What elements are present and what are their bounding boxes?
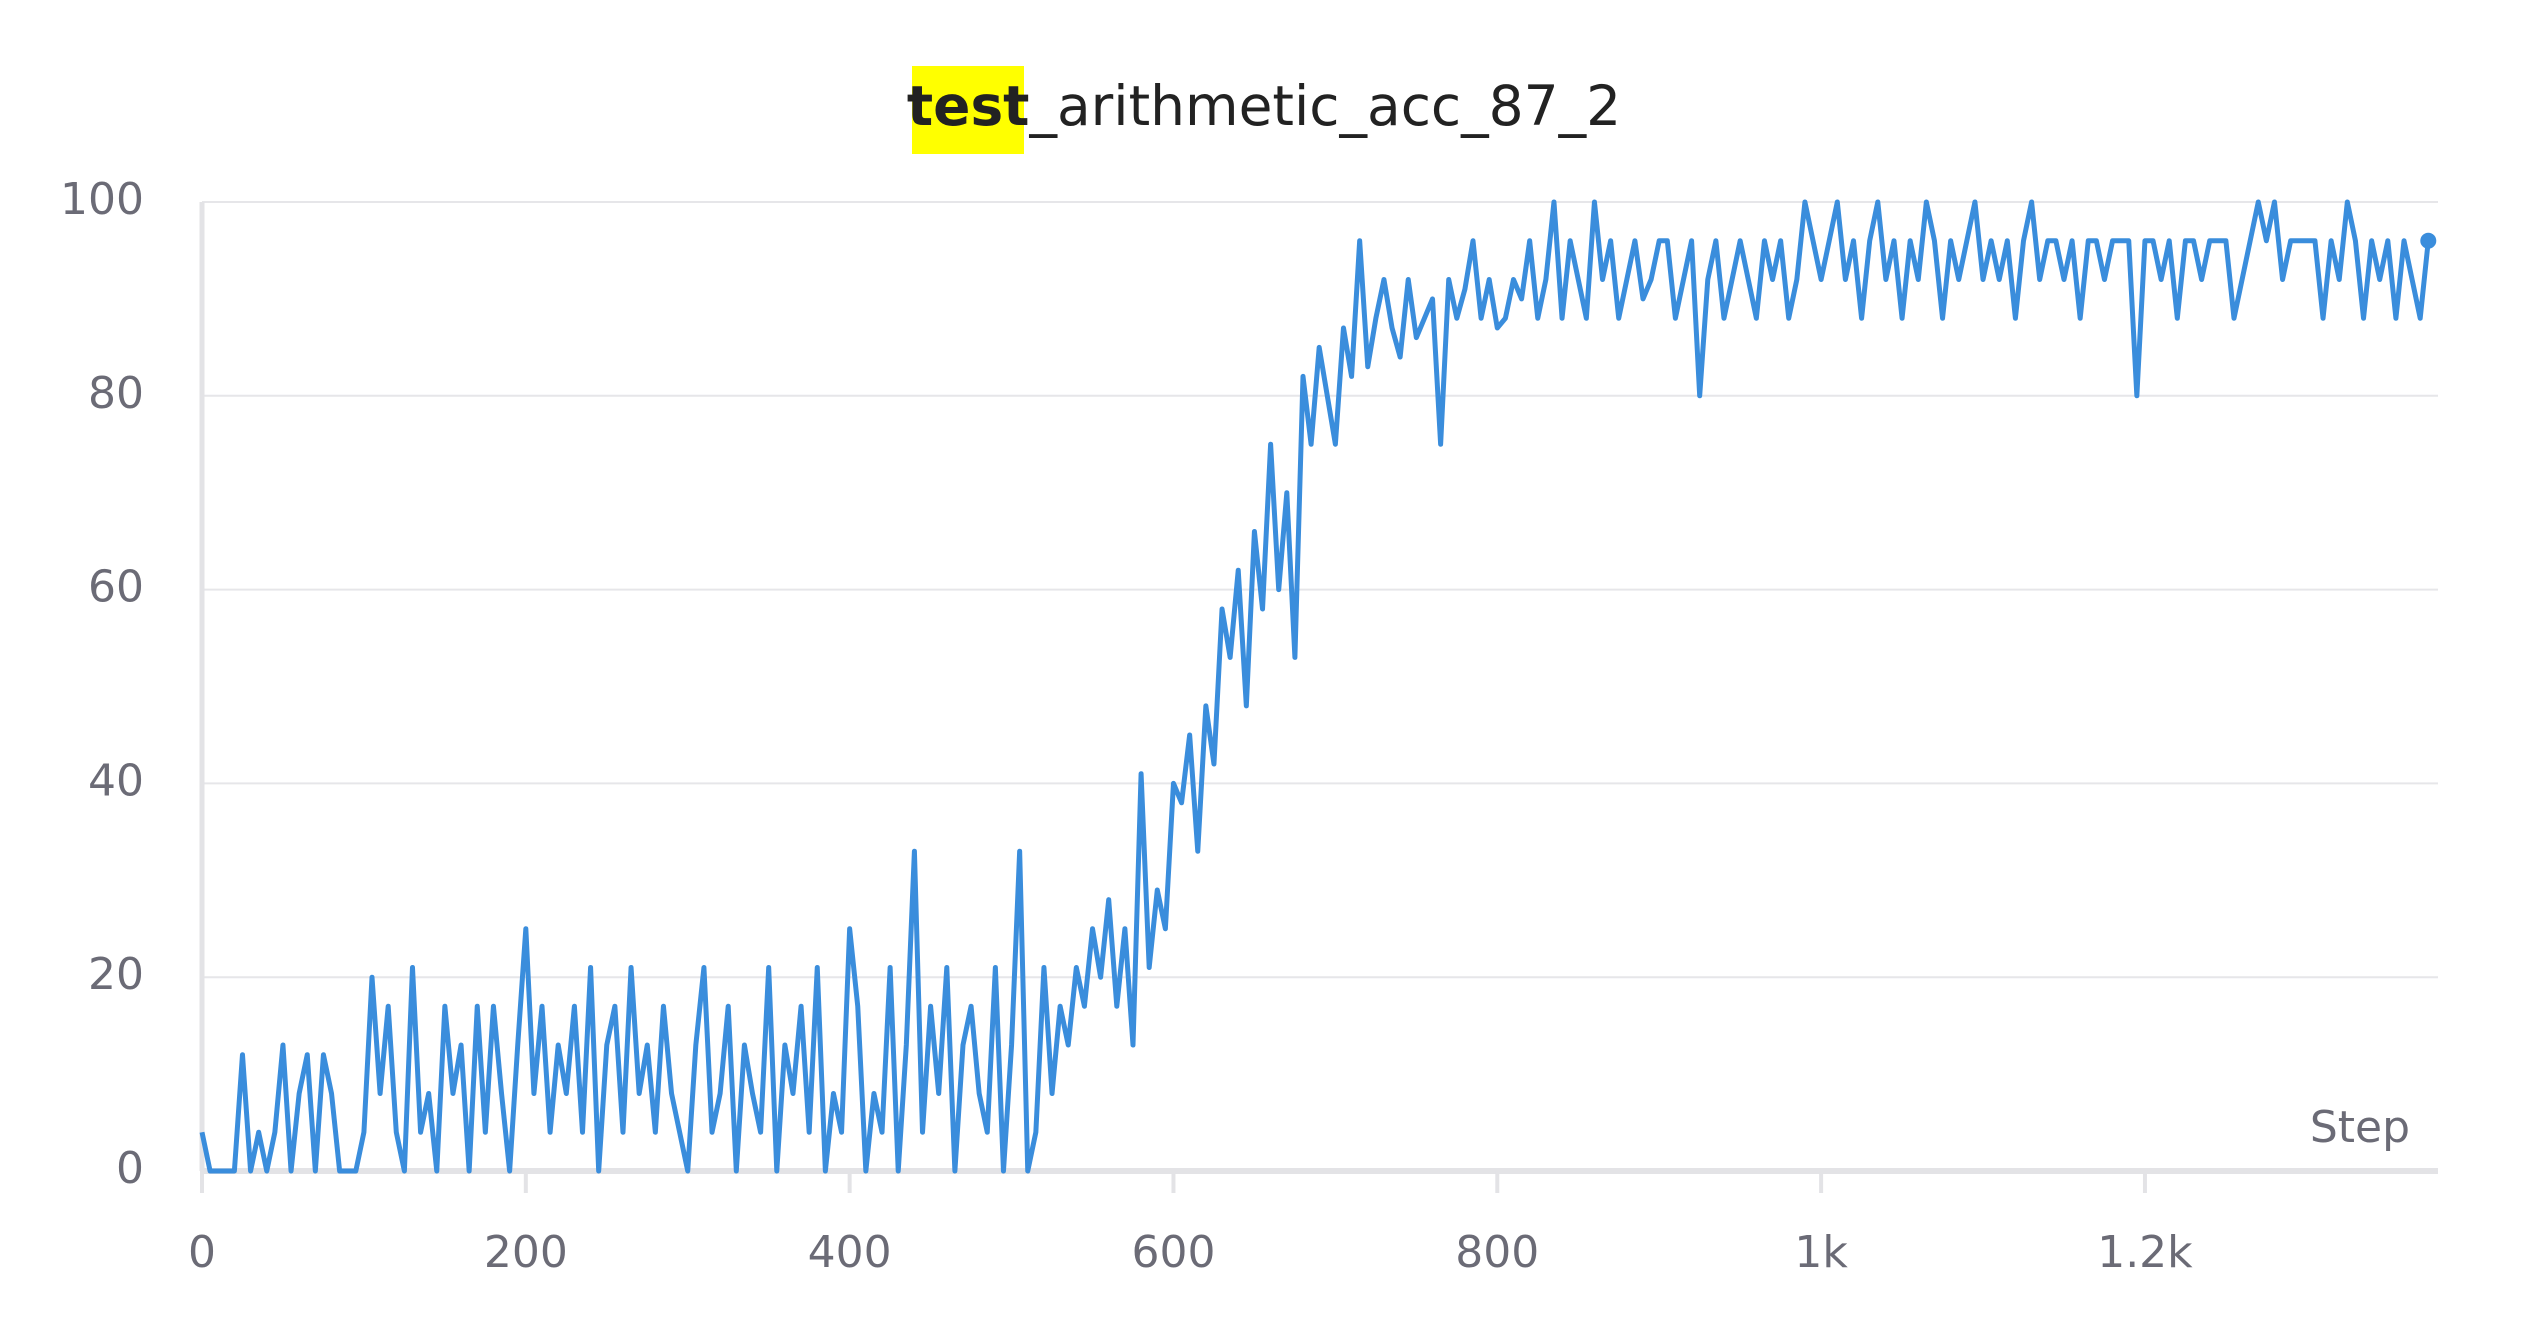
x-tick-label: 200	[484, 1227, 568, 1278]
x-tick-label: 1k	[1794, 1227, 1848, 1278]
y-tick-label: 80	[88, 368, 144, 419]
x-tick-label: 800	[1455, 1227, 1539, 1278]
end-point	[2420, 232, 2437, 249]
chart-title: test_arithmetic_acc_87_2	[907, 74, 1621, 138]
title-highlight	[912, 66, 1024, 154]
y-tick-label: 60	[88, 562, 144, 613]
x-tick-label: 1.2k	[2097, 1227, 2193, 1278]
x-tick-label: 400	[808, 1227, 892, 1278]
y-tick-label: 100	[60, 174, 144, 225]
y-tick-label: 0	[116, 1143, 144, 1194]
x-tick-label: 600	[1131, 1227, 1215, 1278]
y-tick-label: 40	[88, 755, 144, 806]
series-line	[199, 199, 2431, 1174]
title-highlight-text: test	[907, 74, 1030, 138]
x-tick-label: 0	[188, 1227, 216, 1278]
y-tick-label: 20	[88, 949, 144, 1000]
x-axis-label: Step	[2310, 1102, 2410, 1153]
title-text: _arithmetic_acc_87_2	[1028, 74, 1621, 138]
